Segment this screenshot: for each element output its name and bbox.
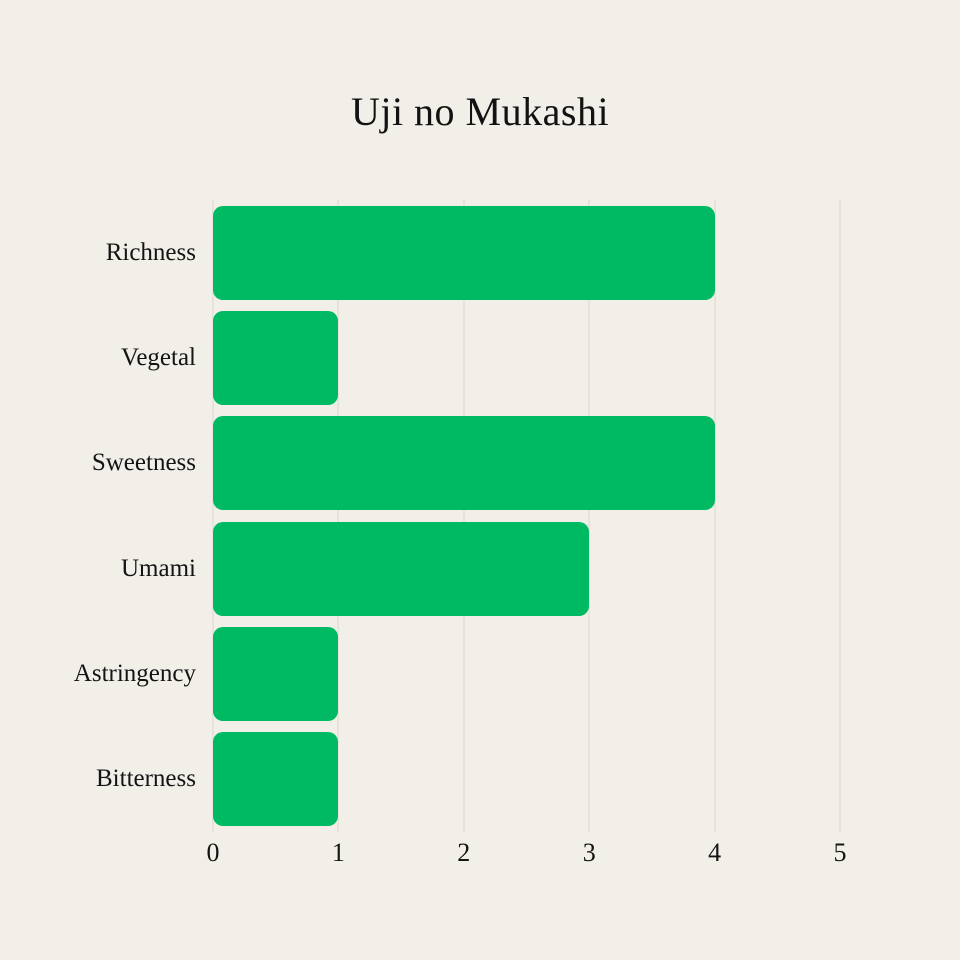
y-axis-label-vegetal: Vegetal: [121, 343, 196, 371]
bar-vegetal: [213, 310, 339, 405]
y-axis-label-richness: Richness: [105, 238, 196, 266]
x-tick-4: 4: [708, 838, 722, 867]
bar-astringency: [213, 626, 339, 721]
plot-area: [212, 200, 841, 832]
bar-richness: [213, 205, 715, 300]
bar-row: [213, 411, 840, 516]
y-axis-label-sweetness: Sweetness: [91, 449, 196, 477]
y-axis-labels: Richness Vegetal Sweetness Umami Astring…: [0, 200, 196, 832]
bar-row: [213, 516, 840, 621]
gridlines: [212, 200, 841, 832]
bar-row: [213, 305, 840, 410]
y-axis-label-bitterness: Bitterness: [96, 765, 196, 793]
gridline-4: [714, 200, 716, 832]
gridline-5: [839, 200, 841, 832]
bar-bitterness: [213, 732, 339, 827]
y-axis-label-astringency: Astringency: [73, 659, 196, 687]
x-tick-2: 2: [457, 838, 471, 867]
gridline-0: [212, 200, 214, 832]
bars: [213, 200, 840, 832]
x-axis-tick-labels: 0 1 2 3 4 5: [207, 838, 847, 876]
y-axis-label-umami: Umami: [121, 554, 196, 582]
x-tick-5: 5: [833, 838, 847, 867]
gridline-3: [588, 200, 590, 832]
chart-title: Uji no Mukashi: [350, 89, 610, 134]
bar-sweetness: [213, 416, 715, 511]
x-tick-0: 0: [206, 838, 220, 867]
bar-row: [213, 621, 840, 726]
bar-row: [213, 200, 840, 305]
gridline-2: [463, 200, 465, 832]
x-tick-3: 3: [582, 838, 596, 867]
x-tick-1: 1: [331, 838, 345, 867]
bar-row: [213, 727, 840, 832]
bar-umami: [213, 521, 590, 616]
gridline-1: [337, 200, 339, 832]
